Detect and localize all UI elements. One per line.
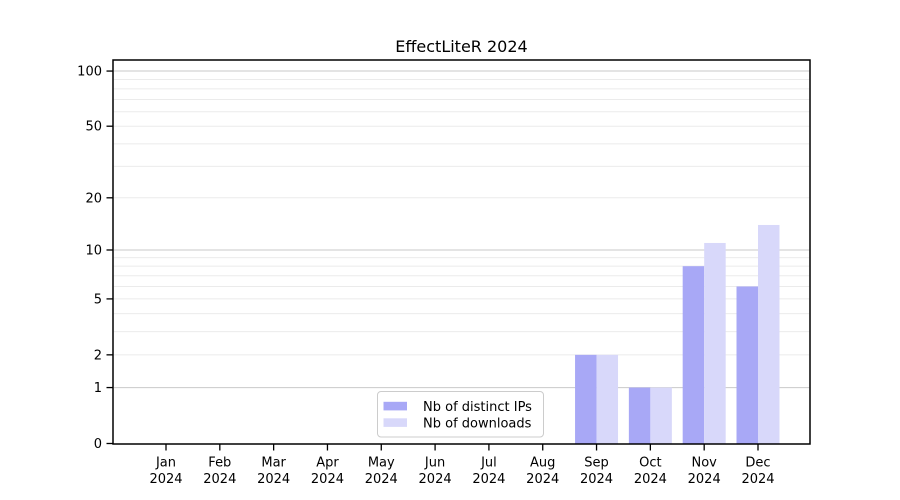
y-tick-label: 2 xyxy=(94,348,102,363)
x-tick-label-month: Oct xyxy=(639,456,661,471)
legend-label-series2: Nb of downloads xyxy=(423,416,532,431)
legend-box xyxy=(377,391,544,438)
x-tick-label-month: Jul xyxy=(480,456,497,471)
bar-oct-series1 xyxy=(628,387,651,444)
x-tick-label-year: 2024 xyxy=(203,472,236,487)
x-tick-label-year: 2024 xyxy=(311,472,344,487)
x-tick-label-month: Jun xyxy=(424,456,445,471)
x-tick-label-month: Aug xyxy=(530,456,555,471)
x-tick-label-month: Apr xyxy=(316,456,339,471)
bar-dec-series2 xyxy=(758,224,780,444)
y-tick-label: 100 xyxy=(77,65,102,80)
x-tick-label-year: 2024 xyxy=(472,472,505,487)
bar-sep-series2 xyxy=(596,354,619,444)
x-tick-label-year: 2024 xyxy=(634,472,667,487)
y-tick-label: 0 xyxy=(94,437,102,452)
bar-nov-series2 xyxy=(704,242,726,444)
bar-dec-series1 xyxy=(736,286,758,444)
plot-frame xyxy=(112,59,811,445)
y-tick-label: 50 xyxy=(85,120,102,135)
x-tick-label-month: Jan xyxy=(155,456,176,471)
x-tick-label-year: 2024 xyxy=(419,472,452,487)
x-tick-label-year: 2024 xyxy=(149,472,182,487)
grid-layer xyxy=(113,70,810,389)
x-tick-label-year: 2024 xyxy=(526,472,559,487)
x-tick-label-year: 2024 xyxy=(688,472,721,487)
x-tick-label-year: 2024 xyxy=(580,472,613,487)
legend-swatch-series1 xyxy=(383,401,407,411)
y-tick-label: 5 xyxy=(94,292,102,307)
bar-oct-series2 xyxy=(650,387,672,444)
frame-layer xyxy=(112,59,811,445)
legend-swatch-series2 xyxy=(383,418,407,427)
chart-title: EffectLiteR 2024 xyxy=(395,37,527,56)
x-tick-label-month: Dec xyxy=(745,456,770,471)
x-tick-label-year: 2024 xyxy=(257,472,290,487)
bars-layer xyxy=(575,224,780,444)
y-tick-label: 1 xyxy=(94,381,102,396)
x-tick-label-year: 2024 xyxy=(741,472,774,487)
legend-label-series1: Nb of distinct IPs xyxy=(423,400,532,415)
x-tick-label-month: Nov xyxy=(691,456,717,471)
y-tick-label: 20 xyxy=(85,191,102,206)
x-tick-label-month: Feb xyxy=(208,456,231,471)
x-tick-label-month: Mar xyxy=(261,456,286,471)
bar-sep-series1 xyxy=(575,354,597,444)
axis-layer: 0125102050100Jan2024Feb2024Mar2024Apr202… xyxy=(77,65,774,487)
x-tick-label-month: May xyxy=(368,456,395,471)
x-tick-label-year: 2024 xyxy=(365,472,398,487)
x-tick-label-month: Sep xyxy=(584,456,609,471)
y-tick-label: 10 xyxy=(85,243,102,258)
bar-nov-series1 xyxy=(682,266,705,444)
